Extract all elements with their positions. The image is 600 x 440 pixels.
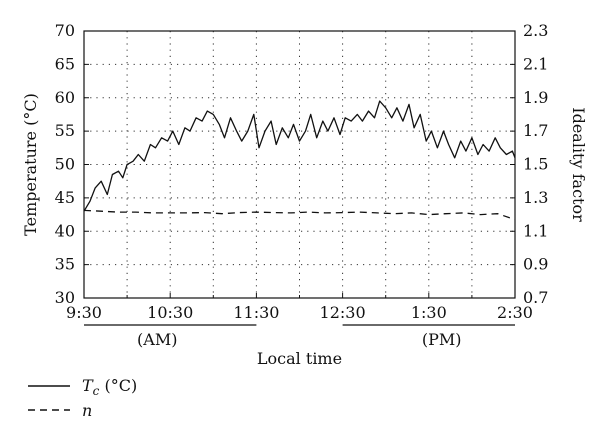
axis-ticks: [83, 30, 516, 299]
pm-period-label: (PM): [422, 330, 462, 349]
legend-tc-unit: (°C): [99, 376, 137, 395]
y-right-tick-label: 2.1: [523, 54, 548, 73]
x-tick-label: 12:30: [320, 303, 366, 322]
y-right-tick-label: 1.9: [523, 88, 548, 107]
y-left-tick-label: 50: [55, 155, 75, 174]
legend-tc-symbol: T: [82, 376, 94, 395]
y-left-tick-label: 55: [55, 121, 75, 140]
y-left-tick-label: 40: [55, 221, 75, 240]
legend: Tc (°C) n: [28, 376, 137, 420]
series-layer: [83, 100, 516, 221]
legend-n-label: n: [82, 401, 92, 420]
y-right-tick-label: 1.7: [523, 121, 548, 140]
series-line-temperature: [83, 100, 516, 212]
y-left-tick-label: 35: [55, 255, 75, 274]
am-period-label: (AM): [137, 330, 177, 349]
y-right-tick-label: 1.1: [523, 221, 548, 240]
x-tick-label: 2:30: [497, 303, 533, 322]
x-tick-label: 1:30: [411, 303, 447, 322]
y-left-tick-label: 45: [55, 188, 75, 207]
y-right-tick-label: 0.9: [523, 255, 548, 274]
x-tick-label: 11:30: [233, 303, 279, 322]
y-right-tick-label: 1.3: [523, 188, 548, 207]
y-right-tick-label: 2.3: [523, 21, 548, 40]
tick-labels: 30 35 40 45 50 55 60 65 70 0.7 0.9 1.1 1.3 1.5 1.7 1.9 2…: [55, 21, 549, 322]
y-left-tick-label: 70: [55, 21, 75, 40]
y-right-tick-label: 1.5: [523, 155, 548, 174]
grid-lines: [84, 31, 515, 298]
x-axis-title: Local time: [257, 349, 342, 368]
x-tick-label: 10:30: [147, 303, 193, 322]
y-left-tick-label: 60: [55, 88, 75, 107]
legend-tc-label: Tc (°C): [82, 376, 137, 398]
y-axis-right-title: Ideality factor: [569, 107, 588, 222]
y-left-tick-label: 30: [55, 288, 75, 307]
y-left-tick-label: 65: [55, 54, 75, 73]
y-axis-left-title: Temperature (°C): [21, 93, 40, 236]
legend-tc-subscript: c: [93, 384, 100, 398]
x-tick-label: 9:30: [66, 303, 102, 322]
y-right-tick-label: 0.7: [523, 288, 548, 307]
